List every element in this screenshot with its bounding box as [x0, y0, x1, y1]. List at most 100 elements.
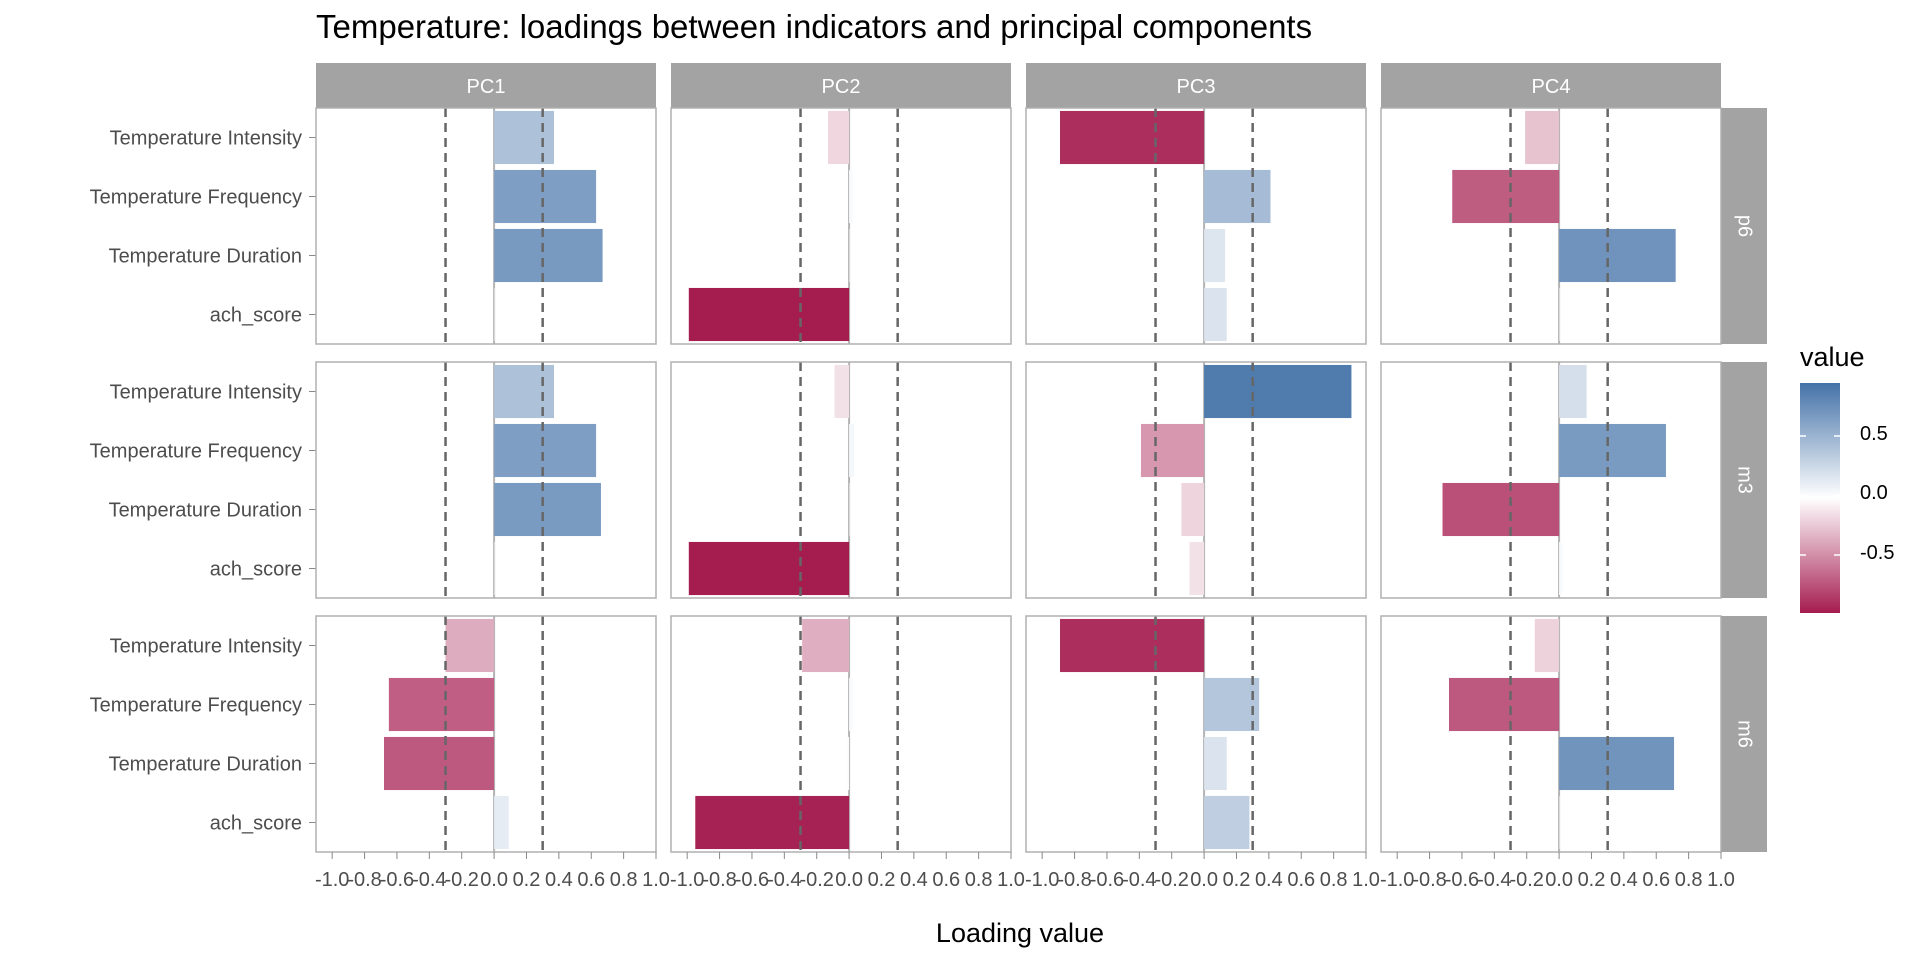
x-tick-label: -0.2: [799, 869, 833, 891]
panel-m6-pc2: [670, 615, 1012, 853]
bar: [1559, 364, 1587, 419]
x-tick-label: -0.4: [412, 869, 446, 891]
x-tick-label: 0.0: [1190, 869, 1218, 891]
x-tick-label: -0.6: [1445, 869, 1479, 891]
bar: [494, 287, 495, 342]
legend-label: -0.5: [1860, 542, 1895, 564]
panel-m3-pc3: [1025, 361, 1367, 599]
x-tick-label: 0.2: [513, 869, 541, 891]
bar: [494, 228, 603, 283]
bar: [1449, 677, 1560, 732]
panel-border: [1025, 107, 1367, 345]
bar: [849, 423, 854, 478]
bar: [688, 287, 850, 342]
panel-p6-pc4: [1380, 107, 1722, 345]
bar: [1181, 482, 1205, 537]
facet-strip-label: p6: [1734, 215, 1756, 237]
bar: [1204, 364, 1352, 419]
x-tick-label: 0.0: [835, 869, 863, 891]
x-axis-label: Loading value: [935, 918, 1105, 948]
x-tick-label: -0.8: [1412, 869, 1446, 891]
bar: [1189, 541, 1205, 596]
x-tick-label: 0.4: [545, 869, 573, 891]
panel-m3-pc1: [315, 361, 657, 599]
x-tick-label: 0.4: [1255, 869, 1283, 891]
chart-title: Temperature: loadings between indicators…: [316, 8, 1313, 45]
x-tick-label: 0.4: [1610, 869, 1638, 891]
legend-title: value: [1800, 342, 1865, 372]
panel-border: [1380, 107, 1722, 345]
x-tick-label: -0.6: [380, 869, 414, 891]
bar: [849, 677, 853, 732]
panel-background: [1381, 362, 1721, 598]
bar: [494, 169, 597, 224]
x-tick-label: -0.8: [702, 869, 736, 891]
facet-strip-pc3: [1026, 63, 1366, 109]
x-tick-label: -0.6: [735, 869, 769, 891]
y-tick-label: Temperature Frequency: [90, 441, 302, 463]
panel-m3-pc4: [1380, 361, 1722, 599]
bar: [695, 795, 850, 850]
x-tick-label: 0.2: [1223, 869, 1251, 891]
x-tick-label: -0.4: [1477, 869, 1511, 891]
bar: [494, 541, 495, 596]
bar: [1204, 736, 1227, 791]
panel-p6-pc1: [315, 107, 657, 345]
bar: [1204, 228, 1226, 283]
panel-border: [670, 361, 1012, 599]
bar: [1559, 795, 1560, 850]
bar: [494, 110, 554, 165]
panel-border: [670, 615, 1012, 853]
bar: [834, 364, 850, 419]
legend-label: 0.5: [1860, 423, 1888, 445]
facet-strip-label: m6: [1734, 720, 1756, 748]
y-tick-label: Temperature Intensity: [110, 636, 302, 658]
x-tick-label: 1.0: [642, 869, 670, 891]
bar: [1559, 228, 1676, 283]
panel-background: [316, 362, 656, 598]
x-tick-label: 0.0: [1545, 869, 1573, 891]
y-tick-label: Temperature Duration: [109, 500, 302, 522]
x-tick-label: 0.6: [1287, 869, 1315, 891]
facet-strip-label: PC1: [467, 76, 506, 98]
bar: [849, 169, 853, 224]
facet-strip-pc4: [1381, 63, 1721, 109]
panel-m6-pc1: [315, 615, 657, 853]
panel-border: [315, 361, 657, 599]
facet-strip-label: PC4: [1532, 76, 1571, 98]
bar: [1525, 110, 1560, 165]
x-tick-label: -1.0: [670, 869, 704, 891]
x-tick-label: 0.8: [1320, 869, 1348, 891]
x-tick-label: 1.0: [1352, 869, 1380, 891]
y-tick-label: Temperature Intensity: [110, 382, 302, 404]
x-tick-label: 0.6: [1642, 869, 1670, 891]
panel-p6-pc3: [1025, 107, 1367, 345]
x-tick-label: 0.0: [480, 869, 508, 891]
y-tick-label: Temperature Intensity: [110, 128, 302, 150]
y-tick-label: Temperature Frequency: [90, 187, 302, 209]
y-tick-label: ach_score: [210, 559, 302, 581]
facet-strip-label: m3: [1734, 466, 1756, 494]
legend-label: 0.0: [1860, 482, 1888, 504]
x-tick-label: 1.0: [997, 869, 1025, 891]
bar: [1204, 677, 1260, 732]
x-tick-label: -0.2: [1509, 869, 1543, 891]
x-tick-label: 0.8: [1675, 869, 1703, 891]
x-tick-label: -0.2: [1154, 869, 1188, 891]
x-tick-label: -0.6: [1090, 869, 1124, 891]
panel-border: [1025, 615, 1367, 853]
panel-border: [315, 107, 657, 345]
panel-m6-pc4: [1380, 615, 1722, 853]
bar: [494, 795, 509, 850]
facet-strip-m3: [1721, 362, 1767, 598]
panel-background: [316, 108, 656, 344]
facet-strip-label: PC3: [1177, 76, 1216, 98]
bar: [802, 618, 850, 673]
x-tick-label: -1.0: [1380, 869, 1414, 891]
bar: [1559, 736, 1675, 791]
y-tick-label: Temperature Duration: [109, 754, 302, 776]
bar: [1534, 618, 1560, 673]
bar: [1442, 482, 1560, 537]
panel-border: [1025, 361, 1367, 599]
facet-strip-pc2: [671, 63, 1011, 109]
